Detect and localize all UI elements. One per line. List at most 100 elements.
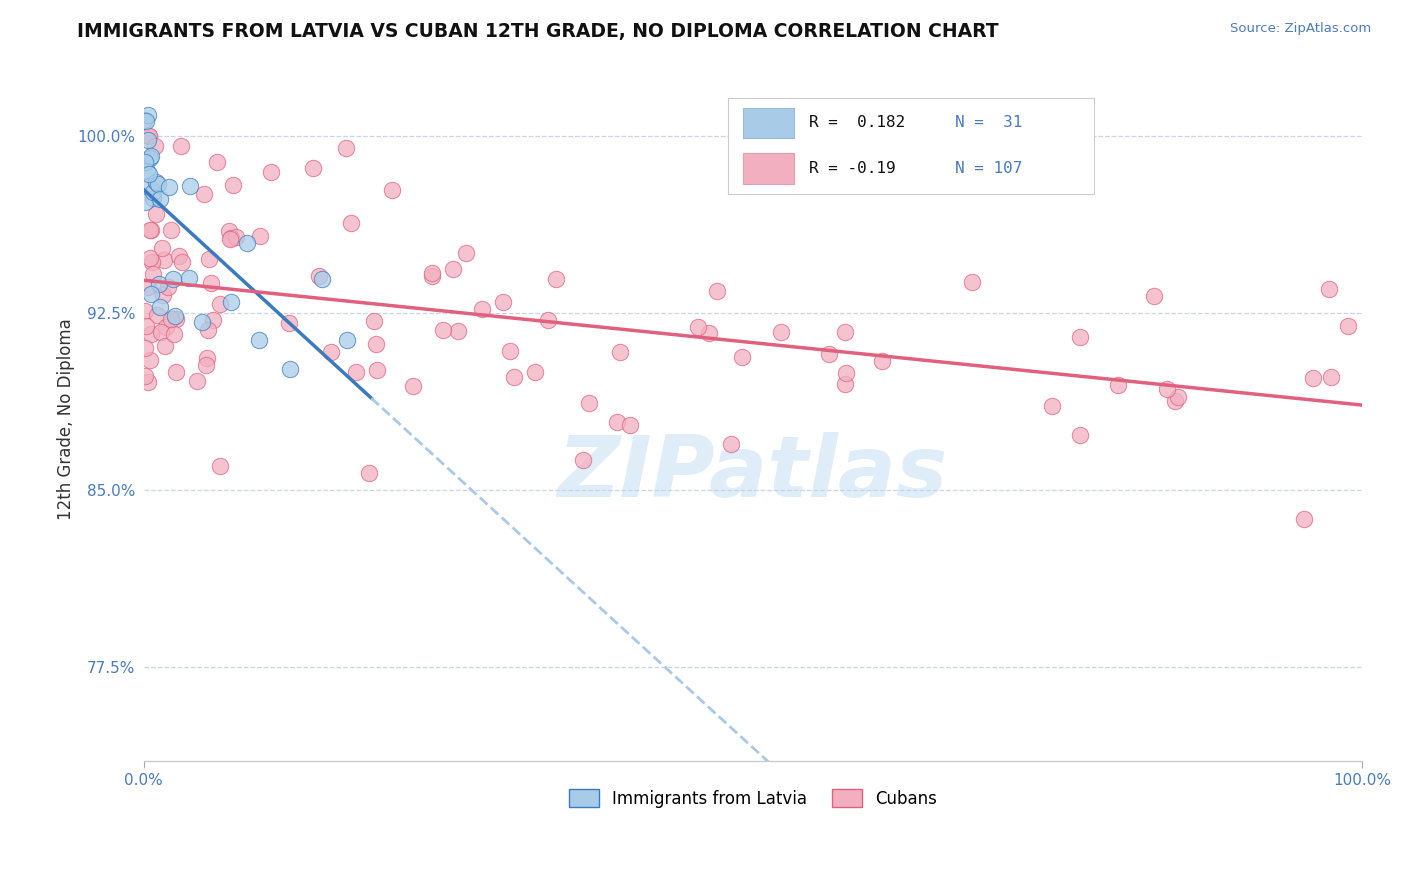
Point: [364, 337, 387, 351]
Point: [278, 316, 301, 330]
Point: [335, 140, 357, 154]
Point: [420, 268, 443, 283]
Point: [578, 395, 600, 409]
Point: [1040, 400, 1063, 414]
Point: [1156, 382, 1178, 396]
Point: [834, 326, 856, 340]
Point: [202, 313, 225, 327]
Point: [145, 175, 167, 189]
Point: [145, 207, 167, 221]
Point: [571, 452, 593, 467]
Point: [170, 139, 193, 153]
Point: [179, 178, 201, 193]
Point: [139, 287, 162, 301]
Point: [499, 343, 522, 358]
Point: [165, 309, 187, 323]
Point: [340, 216, 363, 230]
Point: [686, 319, 709, 334]
Point: [139, 353, 162, 368]
Point: [420, 266, 443, 280]
Point: [135, 164, 157, 178]
Point: [218, 224, 240, 238]
Point: [219, 232, 242, 246]
Point: [308, 268, 330, 283]
Point: [148, 300, 170, 314]
Point: [1337, 319, 1360, 334]
Point: [134, 195, 156, 210]
Point: [1069, 428, 1091, 442]
Point: [609, 345, 631, 359]
Point: [136, 280, 159, 294]
Point: [197, 323, 219, 337]
Point: [336, 333, 359, 347]
Point: [619, 418, 641, 433]
Point: [200, 277, 222, 291]
Point: [1167, 390, 1189, 404]
Point: [162, 327, 184, 342]
Point: [138, 151, 160, 165]
Point: [319, 344, 342, 359]
Point: [363, 313, 385, 327]
Point: [198, 252, 221, 267]
Point: [153, 339, 176, 353]
Point: [260, 165, 283, 179]
Point: [456, 246, 478, 260]
Point: [1069, 330, 1091, 344]
Point: [136, 375, 159, 389]
Y-axis label: 12th Grade, No Diploma: 12th Grade, No Diploma: [58, 318, 75, 520]
Point: [135, 318, 157, 333]
Point: [157, 180, 180, 194]
Point: [834, 376, 856, 391]
Point: [167, 249, 190, 263]
Point: [606, 415, 628, 429]
Point: [249, 228, 271, 243]
Point: [366, 363, 388, 377]
Point: [150, 241, 173, 255]
Point: [138, 129, 160, 144]
Point: [139, 222, 162, 236]
Point: [432, 323, 454, 337]
Point: [141, 255, 163, 269]
Point: [153, 252, 176, 267]
Point: [152, 288, 174, 302]
Point: [149, 192, 172, 206]
Point: [191, 315, 214, 329]
Point: [222, 178, 245, 192]
Point: [193, 187, 215, 202]
Point: [359, 466, 381, 480]
Point: [138, 179, 160, 194]
Point: [311, 272, 333, 286]
Point: [160, 223, 183, 237]
Point: [170, 254, 193, 268]
Point: [142, 191, 165, 205]
Point: [870, 354, 893, 368]
Point: [280, 362, 302, 376]
Point: [471, 302, 494, 317]
Point: [225, 230, 247, 244]
Point: [132, 113, 155, 128]
Point: [697, 326, 720, 341]
Point: [195, 351, 218, 365]
Point: [138, 129, 160, 144]
Point: [160, 311, 183, 326]
Point: [962, 275, 984, 289]
Point: [136, 133, 159, 147]
Point: [134, 154, 156, 169]
Point: [162, 272, 184, 286]
Point: [138, 251, 160, 265]
Point: [219, 231, 242, 245]
Point: [1107, 377, 1129, 392]
Point: [1320, 370, 1343, 384]
Point: [1302, 370, 1324, 384]
Point: [769, 326, 792, 340]
Point: [148, 277, 170, 291]
Point: [1143, 289, 1166, 303]
Point: [134, 304, 156, 318]
Point: [492, 294, 515, 309]
Point: [544, 272, 567, 286]
Point: [134, 341, 156, 355]
Point: [818, 347, 841, 361]
Text: IMMIGRANTS FROM LATVIA VS CUBAN 12TH GRADE, NO DIPLOMA CORRELATION CHART: IMMIGRANTS FROM LATVIA VS CUBAN 12TH GRA…: [77, 22, 998, 41]
Point: [155, 319, 177, 334]
Point: [145, 308, 167, 322]
